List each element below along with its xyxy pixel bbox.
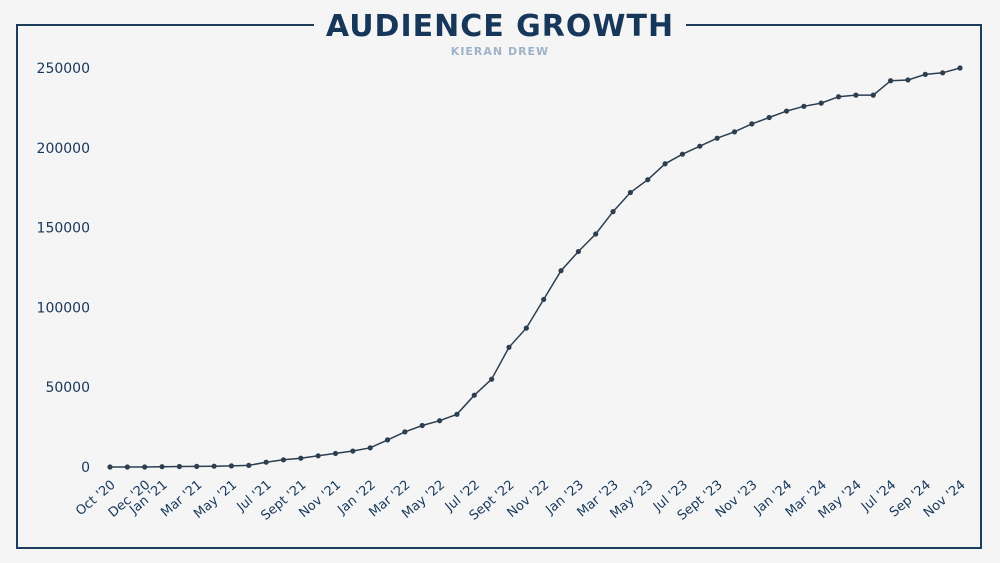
data-point (263, 459, 269, 465)
data-point (662, 161, 668, 167)
data-point (714, 135, 720, 141)
data-point (454, 411, 460, 417)
data-point (679, 151, 686, 157)
data-point (194, 463, 200, 469)
data-point (350, 448, 356, 454)
data-point (523, 325, 529, 331)
data-point (940, 70, 946, 76)
data-point (645, 177, 651, 183)
series-line (110, 67, 961, 468)
data-point (627, 189, 634, 196)
data-point (922, 71, 928, 77)
data-point (107, 464, 113, 470)
data-point (142, 464, 148, 470)
data-point (246, 462, 252, 469)
y-tick-label: 150000 (37, 221, 90, 237)
data-point (783, 108, 790, 114)
data-point (176, 463, 182, 470)
data-point (957, 65, 963, 71)
data-point (384, 437, 391, 443)
y-tick-label: 100000 (37, 300, 90, 316)
data-point (471, 392, 477, 398)
data-point (124, 464, 130, 470)
y-tick-label: 200000 (37, 141, 90, 157)
data-point (766, 114, 772, 121)
title-wrap: AUDIENCE GROWTH (0, 8, 1000, 46)
data-point (731, 129, 738, 135)
data-point (888, 78, 894, 84)
data-point (298, 455, 304, 461)
data-point (489, 376, 495, 382)
data-point (593, 231, 599, 237)
data-point (211, 463, 217, 469)
y-tick-label: 0 (81, 460, 90, 476)
data-point (315, 453, 321, 459)
data-point (818, 100, 824, 106)
data-point (280, 457, 287, 463)
data-point (402, 429, 408, 435)
data-point (367, 445, 373, 451)
data-point (697, 143, 703, 149)
data-point (506, 344, 512, 350)
data-point (853, 92, 859, 98)
data-point (332, 450, 339, 457)
data-point (575, 248, 581, 255)
chart-subtitle: KIERAN DREW (450, 45, 550, 58)
data-point (905, 77, 911, 83)
y-tick-label: 250000 (37, 61, 90, 77)
data-point (870, 92, 876, 98)
y-tick-label: 50000 (45, 380, 90, 396)
data-point (801, 103, 807, 109)
chart-title: AUDIENCE GROWTH (313, 8, 687, 46)
data-point (541, 296, 547, 303)
data-point (610, 209, 616, 215)
data-point (419, 422, 425, 429)
data-point (436, 418, 443, 424)
data-point (558, 268, 564, 274)
data-point (749, 121, 755, 127)
data-point (228, 463, 235, 469)
data-point (159, 464, 165, 470)
data-point (835, 94, 842, 100)
